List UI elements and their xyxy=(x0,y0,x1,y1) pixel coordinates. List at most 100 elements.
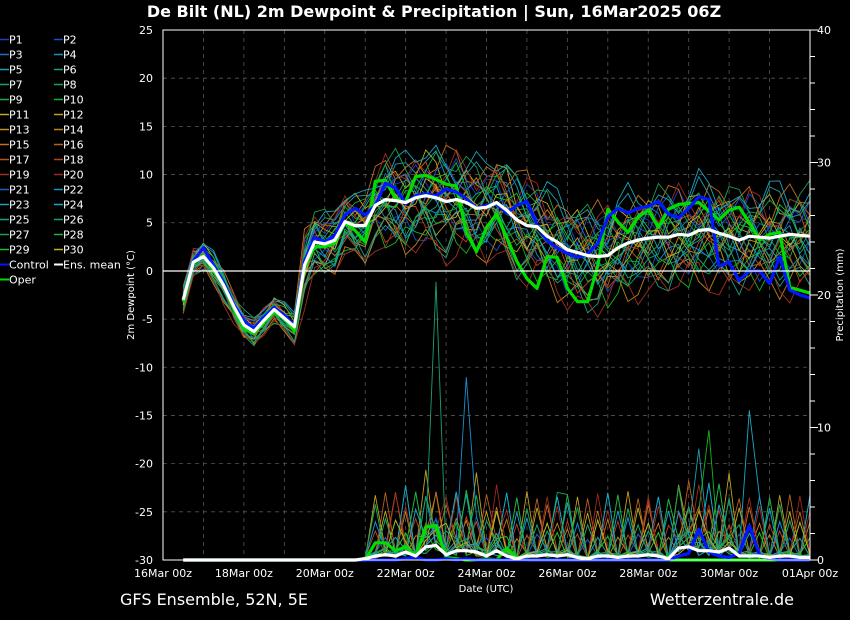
legend-label: P3 xyxy=(9,49,23,62)
legend-item: P8 xyxy=(54,79,77,92)
legend-label: P15 xyxy=(9,139,30,152)
legend-label: P25 xyxy=(9,214,30,227)
legend-item: P4 xyxy=(54,49,77,62)
legend-label: Control xyxy=(9,259,49,272)
y2-tick-label: 40 xyxy=(817,24,831,37)
legend-label: P11 xyxy=(9,109,30,122)
legend-item: P24 xyxy=(54,199,84,212)
footer-site: Wetterzentrale.de xyxy=(650,590,794,609)
legend-label: P8 xyxy=(63,79,77,92)
x-axis-ticks: 16Mar 00z 18Mar 00z 20Mar 00z 22Mar 00z 24Ma… xyxy=(134,567,838,580)
legend-label: P6 xyxy=(63,64,77,77)
y-axis-ticks: 25 20 15 10 5 0 -5 -10 -15 -20 -25 -30 xyxy=(135,24,153,567)
member-line-P24 xyxy=(182,144,811,319)
legend-item: P30 xyxy=(54,244,84,257)
legend: P1 P2 P3 P4 P5 P6 P7 P8 P9 P10 P11 P12 P13 P14 P15 P16 P… xyxy=(0,34,121,287)
y-tick-label: -15 xyxy=(135,409,153,422)
footer-source: GFS Ensemble, 52N, 5E xyxy=(120,590,308,609)
x-tick-label: 20Mar 00z xyxy=(296,567,354,580)
series-line-ens-mean xyxy=(181,194,811,334)
legend-item: P13 xyxy=(0,124,30,137)
y-tick-label: 5 xyxy=(146,217,153,230)
legend-label: P20 xyxy=(63,169,84,182)
legend-label: P19 xyxy=(9,169,30,182)
legend-label: P21 xyxy=(9,184,30,197)
y2-tick-label: 0 xyxy=(817,554,824,567)
legend-item: P18 xyxy=(54,154,84,167)
legend-item: P6 xyxy=(54,64,77,77)
member-line-P14 xyxy=(182,216,811,346)
legend-label: P12 xyxy=(63,109,84,122)
legend-label: P17 xyxy=(9,154,30,167)
legend-label: P13 xyxy=(9,124,30,137)
y-tick-label: -10 xyxy=(135,361,153,374)
x-tick-label: 24Mar 00z xyxy=(457,567,515,580)
legend-label: P18 xyxy=(63,154,84,167)
legend-item: P26 xyxy=(54,214,84,227)
legend-label: P1 xyxy=(9,34,23,47)
y-tick-label: 20 xyxy=(139,72,153,85)
legend-item: P9 xyxy=(0,94,23,107)
legend-item: P19 xyxy=(0,169,30,182)
legend-item: Control xyxy=(0,259,49,272)
legend-label: P30 xyxy=(63,244,84,257)
legend-label: P14 xyxy=(63,124,84,137)
legend-item: P17 xyxy=(0,154,30,167)
y-tick-label: 0 xyxy=(146,265,153,278)
legend-label: P9 xyxy=(9,94,23,107)
x-tick-label: 16Mar 00z xyxy=(134,567,192,580)
member-line-P18 xyxy=(182,206,811,339)
legend-label: P27 xyxy=(9,229,30,242)
legend-label: P16 xyxy=(63,139,84,152)
y-axis-label: 2m Dewpoint (°C) xyxy=(126,250,137,340)
legend-item: P5 xyxy=(0,64,23,77)
legend-item: Oper xyxy=(0,274,36,287)
legend-item: P14 xyxy=(54,124,84,137)
legend-label: Ens. mean xyxy=(63,259,121,272)
legend-item: P12 xyxy=(54,109,84,122)
legend-item: P21 xyxy=(0,184,30,197)
legend-label: Oper xyxy=(9,274,36,287)
chart-title: De Bilt (NL) 2m Dewpoint & Precipitation… xyxy=(147,2,721,22)
legend-label: P4 xyxy=(63,49,77,62)
x-tick-label: 18Mar 00z xyxy=(215,567,273,580)
member-line-P19 xyxy=(182,224,811,346)
legend-item: P10 xyxy=(54,94,84,107)
y-tick-label: 15 xyxy=(139,120,153,133)
legend-label: P29 xyxy=(9,244,30,257)
member-line-P15 xyxy=(182,144,811,322)
y2-tick-label: 20 xyxy=(817,289,831,302)
y2-axis-ticks: 40 30 20 10 0 xyxy=(810,24,831,567)
legend-label: P22 xyxy=(63,184,84,197)
y-tick-label: -20 xyxy=(135,458,153,471)
legend-item: P23 xyxy=(0,199,30,212)
legend-item: P15 xyxy=(0,139,30,152)
legend-label: P26 xyxy=(63,214,84,227)
legend-label: P2 xyxy=(63,34,77,47)
x-tick-label: 30Mar 00z xyxy=(700,567,758,580)
member-line-P28 xyxy=(182,200,811,344)
legend-label: P10 xyxy=(63,94,84,107)
x-tick-label: 28Mar 00z xyxy=(619,567,677,580)
y-tick-label: -25 xyxy=(135,506,153,519)
y2-tick-label: 30 xyxy=(817,157,831,170)
legend-item: P11 xyxy=(0,109,30,122)
legend-item: P25 xyxy=(0,214,30,227)
legend-item: P20 xyxy=(54,169,84,182)
legend-item: P27 xyxy=(0,229,30,242)
ensemble-members xyxy=(182,144,811,561)
x-tick-label: 22Mar 00z xyxy=(377,567,435,580)
legend-item: P16 xyxy=(54,139,84,152)
legend-label: P5 xyxy=(9,64,23,77)
x-tick-label: 26Mar 00z xyxy=(538,567,596,580)
legend-label: P7 xyxy=(9,79,23,92)
legend-item: P2 xyxy=(54,34,77,47)
y-tick-label: -30 xyxy=(135,554,153,567)
legend-label: P28 xyxy=(63,229,84,242)
y-tick-label: 25 xyxy=(139,24,153,37)
legend-item: P28 xyxy=(54,229,84,242)
member-line-P5 xyxy=(182,149,811,322)
legend-item: P7 xyxy=(0,79,23,92)
legend-item: P3 xyxy=(0,49,23,62)
